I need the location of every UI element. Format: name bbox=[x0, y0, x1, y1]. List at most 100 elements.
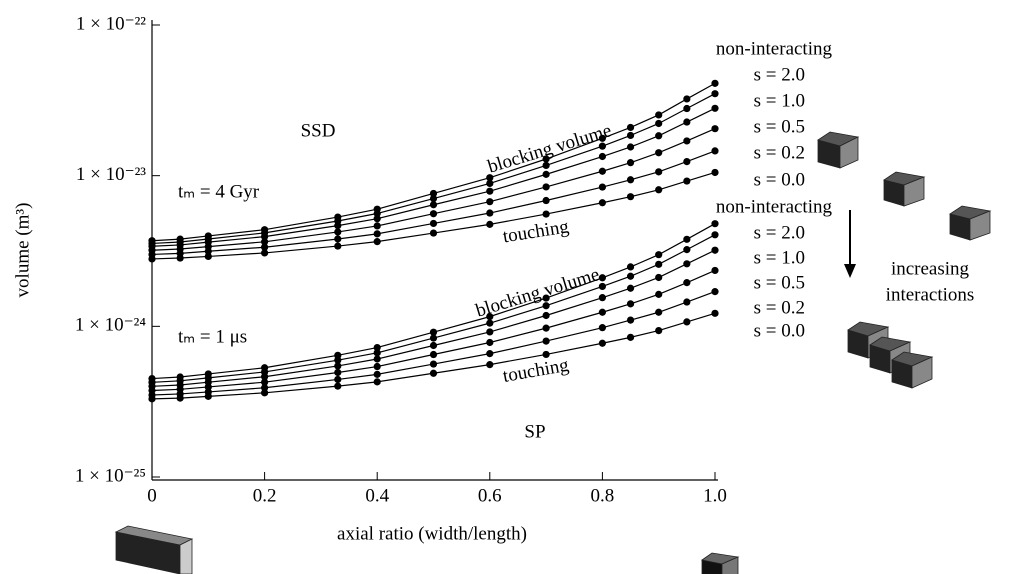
data-point bbox=[542, 302, 550, 310]
data-point bbox=[373, 230, 381, 238]
series-label: s = 0.0 bbox=[754, 320, 805, 341]
data-point bbox=[542, 210, 550, 218]
data-point bbox=[655, 119, 663, 128]
data-point bbox=[542, 311, 550, 320]
data-point bbox=[373, 222, 381, 230]
series-line bbox=[151, 312, 716, 400]
data-point bbox=[148, 255, 156, 263]
data-point bbox=[711, 246, 719, 254]
data-point bbox=[683, 118, 691, 126]
data-point bbox=[429, 210, 438, 218]
y-tick-label: 1 × 10⁻²² bbox=[76, 13, 146, 34]
illustrations bbox=[114, 131, 992, 574]
data-point bbox=[334, 362, 342, 370]
data-point bbox=[626, 143, 635, 151]
data-point bbox=[626, 123, 635, 132]
series-line bbox=[151, 82, 716, 242]
data-point bbox=[429, 229, 438, 237]
data-point bbox=[373, 343, 381, 352]
data-point bbox=[429, 360, 438, 368]
data-point bbox=[711, 231, 719, 239]
data-point bbox=[542, 324, 550, 332]
data-point bbox=[486, 319, 494, 327]
data-point bbox=[486, 174, 494, 182]
data-point bbox=[655, 168, 663, 176]
data-point bbox=[429, 341, 438, 350]
data-point bbox=[683, 104, 691, 113]
data-point bbox=[711, 288, 719, 296]
data-point bbox=[655, 251, 663, 259]
data-point bbox=[683, 246, 691, 254]
data-point bbox=[542, 294, 550, 302]
series-line bbox=[151, 223, 716, 380]
data-point bbox=[486, 179, 494, 188]
series-line bbox=[151, 291, 716, 396]
data-point bbox=[711, 168, 719, 177]
data-point bbox=[655, 186, 663, 194]
data-point bbox=[486, 350, 494, 358]
data-point bbox=[176, 254, 184, 262]
series-label: s = 1.0 bbox=[754, 247, 805, 268]
series-line bbox=[151, 128, 716, 251]
data-point bbox=[683, 157, 691, 166]
series-label: s = 0.2 bbox=[754, 297, 805, 318]
data-point bbox=[598, 199, 607, 207]
data-point bbox=[542, 161, 550, 169]
data-point bbox=[429, 201, 438, 209]
series-line bbox=[151, 171, 716, 260]
data-point bbox=[429, 219, 438, 228]
data-point bbox=[429, 369, 438, 377]
data-point bbox=[261, 389, 269, 397]
series-label: s = 1.0 bbox=[754, 90, 805, 111]
data-point bbox=[334, 228, 342, 236]
series-label: s = 2.0 bbox=[754, 64, 805, 85]
data-point bbox=[429, 334, 438, 342]
data-point bbox=[204, 383, 212, 391]
data-point bbox=[204, 392, 212, 400]
y-tick-label: 1 × 10⁻²⁵ bbox=[75, 465, 146, 486]
data-point bbox=[486, 220, 494, 228]
data-point bbox=[683, 298, 691, 306]
data-point bbox=[334, 242, 342, 250]
data-point bbox=[711, 266, 719, 275]
data-point bbox=[626, 300, 635, 308]
data-point bbox=[261, 249, 269, 257]
data-point bbox=[429, 328, 438, 336]
data-point bbox=[598, 308, 607, 316]
series-line bbox=[151, 93, 716, 245]
data-point bbox=[542, 170, 550, 178]
series-line bbox=[151, 249, 716, 387]
data-point bbox=[626, 333, 635, 341]
data-point bbox=[486, 328, 494, 336]
annotation: tₘ = 4 Gyr bbox=[178, 181, 260, 202]
data-point bbox=[261, 373, 269, 381]
data-point bbox=[486, 187, 494, 195]
data-point bbox=[655, 111, 663, 119]
data-point bbox=[655, 132, 663, 140]
annotation: SP bbox=[524, 421, 545, 442]
series-label: s = 2.0 bbox=[754, 222, 805, 243]
data-point bbox=[373, 209, 381, 218]
annotation: SSD bbox=[301, 120, 336, 141]
data-point bbox=[626, 316, 635, 324]
data-point bbox=[683, 137, 691, 145]
data-point bbox=[598, 152, 607, 161]
data-point bbox=[334, 356, 342, 364]
data-point bbox=[598, 274, 607, 282]
data-point bbox=[626, 176, 635, 184]
data-point bbox=[204, 252, 212, 261]
data-point bbox=[711, 90, 719, 98]
data-point bbox=[373, 378, 381, 386]
data-point bbox=[598, 183, 607, 191]
data-point bbox=[683, 318, 691, 326]
data-point bbox=[598, 294, 607, 302]
data-point bbox=[542, 337, 550, 345]
data-point bbox=[711, 104, 719, 112]
data-point bbox=[711, 125, 719, 133]
annotation: touching bbox=[501, 355, 571, 387]
data-point bbox=[373, 355, 381, 363]
data-point bbox=[486, 313, 494, 321]
series-label: non-interacting bbox=[716, 196, 833, 217]
data-point bbox=[261, 378, 269, 386]
